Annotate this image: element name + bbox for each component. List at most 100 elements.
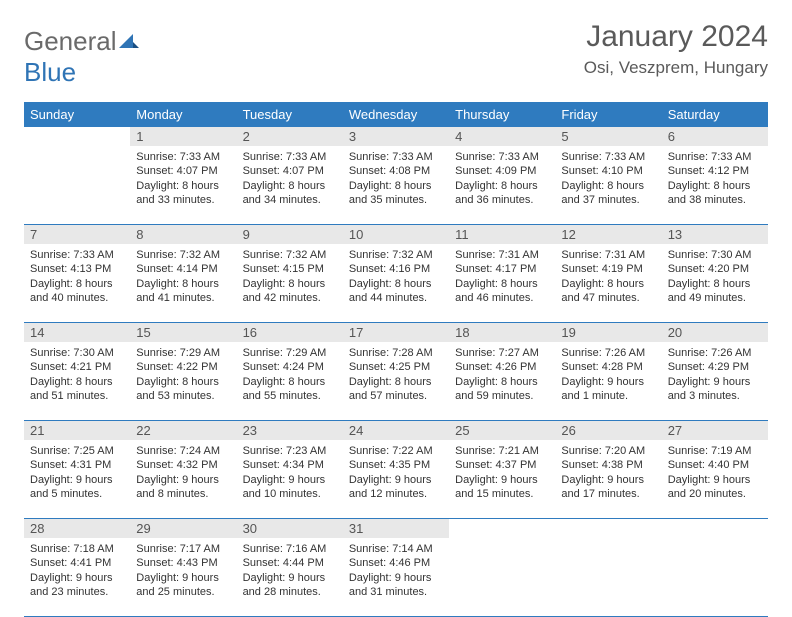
day-cell: 22Sunrise: 7:24 AMSunset: 4:32 PMDayligh… bbox=[130, 421, 236, 519]
sunset-text: Sunset: 4:37 PM bbox=[455, 458, 549, 472]
sunset-text: Sunset: 4:14 PM bbox=[136, 262, 230, 276]
day-number: 9 bbox=[237, 225, 343, 244]
day-cell: 25Sunrise: 7:21 AMSunset: 4:37 PMDayligh… bbox=[449, 421, 555, 519]
day-cell: 16Sunrise: 7:29 AMSunset: 4:24 PMDayligh… bbox=[237, 323, 343, 421]
sunrise-text: Sunrise: 7:18 AM bbox=[30, 542, 124, 556]
day-header-row: Sunday Monday Tuesday Wednesday Thursday… bbox=[24, 102, 768, 127]
sunrise-text: Sunrise: 7:25 AM bbox=[30, 444, 124, 458]
daylight-text: Daylight: 8 hours and 53 minutes. bbox=[136, 375, 230, 404]
day-number: 27 bbox=[662, 421, 768, 440]
dayhead-thu: Thursday bbox=[449, 102, 555, 127]
day-info: Sunrise: 7:33 AMSunset: 4:09 PMDaylight:… bbox=[449, 146, 555, 224]
sunset-text: Sunset: 4:17 PM bbox=[455, 262, 549, 276]
sunrise-text: Sunrise: 7:14 AM bbox=[349, 542, 443, 556]
day-info: Sunrise: 7:32 AMSunset: 4:14 PMDaylight:… bbox=[130, 244, 236, 322]
day-cell: 21Sunrise: 7:25 AMSunset: 4:31 PMDayligh… bbox=[24, 421, 130, 519]
day-number: 21 bbox=[24, 421, 130, 440]
sunset-text: Sunset: 4:32 PM bbox=[136, 458, 230, 472]
day-info: Sunrise: 7:31 AMSunset: 4:19 PMDaylight:… bbox=[555, 244, 661, 322]
day-number: 22 bbox=[130, 421, 236, 440]
day-number: 14 bbox=[24, 323, 130, 342]
day-number: 25 bbox=[449, 421, 555, 440]
day-cell: 9Sunrise: 7:32 AMSunset: 4:15 PMDaylight… bbox=[237, 225, 343, 323]
day-number: 4 bbox=[449, 127, 555, 146]
dayhead-wed: Wednesday bbox=[343, 102, 449, 127]
day-cell: 27Sunrise: 7:19 AMSunset: 4:40 PMDayligh… bbox=[662, 421, 768, 519]
day-cell: 1Sunrise: 7:33 AMSunset: 4:07 PMDaylight… bbox=[130, 127, 236, 225]
month-title: January 2024 bbox=[584, 20, 768, 54]
day-info bbox=[555, 538, 661, 616]
day-number: 29 bbox=[130, 519, 236, 538]
sunrise-text: Sunrise: 7:27 AM bbox=[455, 346, 549, 360]
daylight-text: Daylight: 9 hours and 1 minute. bbox=[561, 375, 655, 404]
day-info: Sunrise: 7:30 AMSunset: 4:20 PMDaylight:… bbox=[662, 244, 768, 322]
day-info: Sunrise: 7:30 AMSunset: 4:21 PMDaylight:… bbox=[24, 342, 130, 420]
day-number bbox=[555, 519, 661, 538]
sunset-text: Sunset: 4:09 PM bbox=[455, 164, 549, 178]
sunrise-text: Sunrise: 7:33 AM bbox=[455, 150, 549, 164]
sunrise-text: Sunrise: 7:31 AM bbox=[455, 248, 549, 262]
sunset-text: Sunset: 4:07 PM bbox=[243, 164, 337, 178]
brand-part2: Blue bbox=[24, 57, 76, 87]
day-cell: 7Sunrise: 7:33 AMSunset: 4:13 PMDaylight… bbox=[24, 225, 130, 323]
sunset-text: Sunset: 4:44 PM bbox=[243, 556, 337, 570]
week-row: 1Sunrise: 7:33 AMSunset: 4:07 PMDaylight… bbox=[24, 127, 768, 225]
day-cell: 19Sunrise: 7:26 AMSunset: 4:28 PMDayligh… bbox=[555, 323, 661, 421]
sunrise-text: Sunrise: 7:33 AM bbox=[561, 150, 655, 164]
day-cell: 24Sunrise: 7:22 AMSunset: 4:35 PMDayligh… bbox=[343, 421, 449, 519]
day-number: 8 bbox=[130, 225, 236, 244]
daylight-text: Daylight: 9 hours and 10 minutes. bbox=[243, 473, 337, 502]
day-number: 7 bbox=[24, 225, 130, 244]
sunset-text: Sunset: 4:13 PM bbox=[30, 262, 124, 276]
sunrise-text: Sunrise: 7:26 AM bbox=[668, 346, 762, 360]
title-block: January 2024 Osi, Veszprem, Hungary bbox=[584, 20, 768, 78]
daylight-text: Daylight: 8 hours and 49 minutes. bbox=[668, 277, 762, 306]
sunrise-text: Sunrise: 7:33 AM bbox=[243, 150, 337, 164]
sunset-text: Sunset: 4:29 PM bbox=[668, 360, 762, 374]
day-number: 28 bbox=[24, 519, 130, 538]
day-info: Sunrise: 7:31 AMSunset: 4:17 PMDaylight:… bbox=[449, 244, 555, 322]
day-info bbox=[449, 538, 555, 616]
day-info: Sunrise: 7:33 AMSunset: 4:08 PMDaylight:… bbox=[343, 146, 449, 224]
day-number: 26 bbox=[555, 421, 661, 440]
week-row: 21Sunrise: 7:25 AMSunset: 4:31 PMDayligh… bbox=[24, 421, 768, 519]
sunrise-text: Sunrise: 7:32 AM bbox=[349, 248, 443, 262]
day-info: Sunrise: 7:20 AMSunset: 4:38 PMDaylight:… bbox=[555, 440, 661, 518]
sunrise-text: Sunrise: 7:32 AM bbox=[136, 248, 230, 262]
day-info: Sunrise: 7:26 AMSunset: 4:28 PMDaylight:… bbox=[555, 342, 661, 420]
day-number: 31 bbox=[343, 519, 449, 538]
day-cell: 31Sunrise: 7:14 AMSunset: 4:46 PMDayligh… bbox=[343, 519, 449, 617]
daylight-text: Daylight: 8 hours and 46 minutes. bbox=[455, 277, 549, 306]
day-cell: 23Sunrise: 7:23 AMSunset: 4:34 PMDayligh… bbox=[237, 421, 343, 519]
day-number: 15 bbox=[130, 323, 236, 342]
daylight-text: Daylight: 8 hours and 35 minutes. bbox=[349, 179, 443, 208]
day-cell: 3Sunrise: 7:33 AMSunset: 4:08 PMDaylight… bbox=[343, 127, 449, 225]
day-info bbox=[24, 146, 130, 224]
sunrise-text: Sunrise: 7:31 AM bbox=[561, 248, 655, 262]
day-info: Sunrise: 7:33 AMSunset: 4:12 PMDaylight:… bbox=[662, 146, 768, 224]
daylight-text: Daylight: 9 hours and 17 minutes. bbox=[561, 473, 655, 502]
day-number: 18 bbox=[449, 323, 555, 342]
day-cell bbox=[449, 519, 555, 617]
sunset-text: Sunset: 4:20 PM bbox=[668, 262, 762, 276]
daylight-text: Daylight: 8 hours and 47 minutes. bbox=[561, 277, 655, 306]
daylight-text: Daylight: 9 hours and 5 minutes. bbox=[30, 473, 124, 502]
day-cell bbox=[662, 519, 768, 617]
day-number: 11 bbox=[449, 225, 555, 244]
dayhead-fri: Friday bbox=[555, 102, 661, 127]
day-number: 12 bbox=[555, 225, 661, 244]
day-cell: 17Sunrise: 7:28 AMSunset: 4:25 PMDayligh… bbox=[343, 323, 449, 421]
day-info: Sunrise: 7:27 AMSunset: 4:26 PMDaylight:… bbox=[449, 342, 555, 420]
day-cell bbox=[555, 519, 661, 617]
day-cell: 2Sunrise: 7:33 AMSunset: 4:07 PMDaylight… bbox=[237, 127, 343, 225]
sunrise-text: Sunrise: 7:19 AM bbox=[668, 444, 762, 458]
week-row: 7Sunrise: 7:33 AMSunset: 4:13 PMDaylight… bbox=[24, 225, 768, 323]
sunrise-text: Sunrise: 7:29 AM bbox=[243, 346, 337, 360]
daylight-text: Daylight: 9 hours and 20 minutes. bbox=[668, 473, 762, 502]
week-row: 14Sunrise: 7:30 AMSunset: 4:21 PMDayligh… bbox=[24, 323, 768, 421]
day-cell: 8Sunrise: 7:32 AMSunset: 4:14 PMDaylight… bbox=[130, 225, 236, 323]
daylight-text: Daylight: 9 hours and 15 minutes. bbox=[455, 473, 549, 502]
day-info: Sunrise: 7:25 AMSunset: 4:31 PMDaylight:… bbox=[24, 440, 130, 518]
sunrise-text: Sunrise: 7:17 AM bbox=[136, 542, 230, 556]
day-number bbox=[24, 127, 130, 146]
